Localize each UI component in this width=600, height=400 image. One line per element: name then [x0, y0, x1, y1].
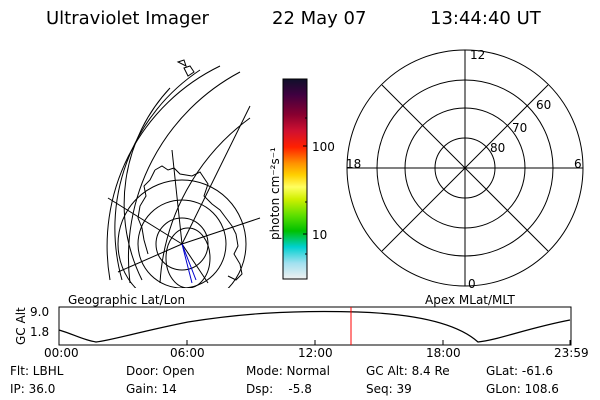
filter-status: Flt: LBHL [10, 364, 64, 378]
geographic-label: Geographic Lat/Lon [68, 293, 186, 307]
geographic-map [106, 59, 261, 288]
x-tick-0600: 06:00 [170, 346, 205, 360]
glat-status: GLat: -61.6 [486, 364, 553, 378]
altitude-y-label: GC Alt [14, 307, 28, 345]
colorbar-tick-10: 10 [312, 228, 328, 242]
instrument-title: Ultraviolet Imager [46, 8, 209, 29]
mlt-label-0: 0 [468, 277, 476, 291]
seq-status: Seq: 39 [366, 382, 412, 396]
altitude-plot [58, 306, 572, 346]
mlt-label-18: 18 [346, 157, 361, 171]
colorbar-tick-100: 100 [312, 140, 335, 154]
altitude-y-min: 1.8 [30, 325, 50, 339]
dsp-status: Dsp: -5.8 [246, 382, 312, 396]
apex-polar-plot: 12 18 6 0 60 70 80 [346, 48, 584, 291]
mlt-label-6: 6 [574, 157, 582, 171]
colorbar-unit-label: photon cm⁻²s⁻¹ [268, 147, 282, 240]
x-tick-2359: 23:59 [554, 346, 589, 360]
lat-label-80: 80 [490, 141, 505, 155]
gain-status: Gain: 14 [126, 382, 177, 396]
time-label: 13:44:40 UT [430, 8, 541, 29]
x-tick-0000: 00:00 [44, 346, 79, 360]
x-tick-1800: 18:00 [426, 346, 461, 360]
glon-status: GLon: 108.6 [486, 382, 559, 396]
date-label: 22 May 07 [272, 8, 367, 29]
intensity-colorbar [282, 78, 308, 280]
mode-status: Mode: Normal [246, 364, 330, 378]
mlt-label-12: 12 [470, 48, 485, 62]
door-status: Door: Open [126, 364, 195, 378]
altitude-y-max: 9.0 [30, 305, 50, 319]
apex-label: Apex MLat/MLT [425, 293, 515, 307]
lat-label-70: 70 [512, 121, 527, 135]
ip-status: IP: 36.0 [10, 382, 56, 396]
lat-label-60: 60 [536, 98, 551, 112]
x-tick-1200: 12:00 [298, 346, 333, 360]
gc-alt-status: GC Alt: 8.4 Re [366, 364, 450, 378]
